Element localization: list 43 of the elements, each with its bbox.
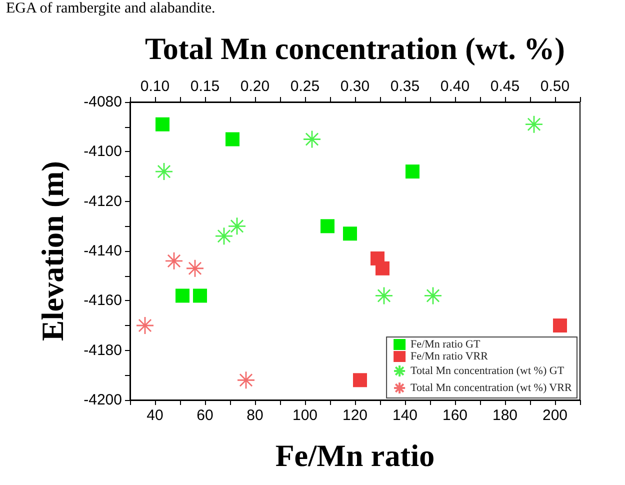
point (193, 288, 207, 303)
x-tick-label: 120 (342, 407, 368, 424)
y-tick-label: -4200 (84, 392, 122, 408)
y-tick-label: -4180 (84, 342, 122, 359)
x2-tick-label: 0.25 (290, 78, 320, 95)
legend-label: Fe/Mn ratio VRR (410, 350, 489, 362)
point (376, 261, 390, 276)
x2-tick-label: 0.20 (240, 78, 270, 95)
point (553, 318, 567, 332)
point (156, 117, 170, 132)
point (176, 288, 190, 303)
legend-label: Fe/Mn ratio GT (410, 338, 480, 350)
x2-tick-label: 0.30 (340, 78, 370, 95)
y-tick-label: -4080 (84, 94, 122, 110)
x-tick-label: 40 (146, 407, 164, 424)
x-tick-label: 160 (442, 407, 468, 424)
y-tick-label: -4100 (84, 143, 122, 160)
point (226, 132, 240, 146)
x-axis-title: Fe/Mn ratio (275, 438, 435, 473)
x2-tick-label: 0.10 (140, 78, 170, 95)
legend-label: Total Mn concentration (wt %) VRR (410, 382, 572, 394)
x-tick-label: 200 (542, 407, 568, 424)
legend-label: Total Mn concentration (wt %) GT (410, 365, 564, 377)
x2-tick-label: 0.40 (440, 78, 470, 95)
point (353, 373, 367, 388)
text: EGA of rambergite and alabandite. (6, 0, 216, 16)
x-tick-label: 100 (292, 407, 318, 424)
y-tick-label: -4120 (84, 192, 122, 210)
x2-tick-label: 0.15 (190, 78, 220, 95)
x2-tick-label: 0.50 (540, 78, 570, 95)
x-tick-label: 180 (492, 407, 518, 424)
x-tick-label: 60 (196, 407, 214, 424)
x2-tick-label: 0.45 (490, 78, 520, 95)
x2-axis-title: Total Mn concentration (wt. %) (145, 31, 565, 66)
x2-tick-label: 0.35 (390, 78, 420, 95)
x-tick-label: 140 (392, 407, 418, 424)
x-tick-label: 80 (246, 407, 264, 424)
y-axis-title: Elevation (m) (35, 161, 70, 341)
y-tick-label: -4160 (84, 292, 122, 310)
point (406, 164, 420, 179)
point (320, 219, 334, 234)
point (343, 226, 357, 241)
y-tick-label: -4140 (84, 242, 122, 260)
